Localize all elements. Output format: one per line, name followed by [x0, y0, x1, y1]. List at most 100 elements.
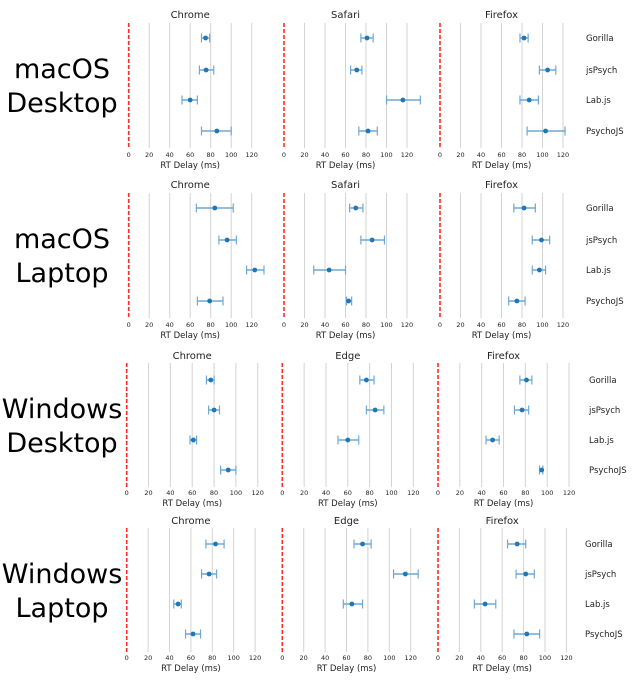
mean-point [326, 267, 332, 273]
x-tick-label: 0 [438, 151, 442, 159]
x-tick-label: 40 [166, 151, 174, 159]
x-tick-label: 60 [187, 654, 195, 662]
x-tick-label: 0 [282, 151, 286, 159]
x-tick-label: 60 [342, 654, 350, 662]
x-tick-label: 40 [477, 321, 485, 329]
x-tick-label: 120 [563, 489, 575, 497]
x-axis-label: RT Delay (ms) [160, 161, 220, 171]
x-tick-label: 100 [227, 654, 239, 662]
mean-point [524, 377, 529, 383]
framework-label: PsychoJS [586, 297, 624, 307]
mean-point [208, 377, 214, 383]
mean-point [524, 631, 530, 637]
x-tick-label: 40 [322, 489, 330, 497]
x-tick-label: 0 [436, 489, 440, 497]
mean-point [539, 237, 544, 243]
panel-title: Chrome [171, 516, 210, 527]
mean-point [539, 467, 545, 473]
x-tick-label: 60 [497, 321, 505, 329]
x-tick-label: 100 [225, 151, 237, 159]
x-tick-label: 20 [456, 151, 464, 159]
x-tick-label: 120 [245, 151, 257, 159]
mean-point [190, 437, 196, 443]
x-tick-label: 40 [166, 489, 174, 497]
x-tick-label: 40 [166, 321, 174, 329]
x-tick-label: 80 [208, 654, 216, 662]
x-tick-label: 0 [282, 321, 286, 329]
x-tick-label: 100 [539, 654, 551, 662]
framework-label: Lab.js [589, 436, 614, 446]
x-axis-label: RT Delay (ms) [161, 664, 221, 674]
framework-label: jsPsych [585, 236, 617, 246]
x-tick-label: 120 [245, 321, 257, 329]
x-tick-label: 0 [125, 489, 129, 497]
row-label: Windows [2, 559, 123, 590]
panel-title: Edge [335, 351, 360, 362]
row-label: Desktop [6, 428, 117, 459]
x-tick-label: 80 [518, 321, 526, 329]
framework-label: jsPsych [584, 570, 616, 580]
x-tick-label: 60 [341, 321, 349, 329]
x-tick-label: 80 [362, 321, 370, 329]
mean-point [514, 541, 520, 547]
panel-title: Chrome [173, 351, 212, 362]
x-tick-label: 40 [321, 151, 329, 159]
mean-point [482, 601, 488, 607]
x-tick-label: 80 [518, 151, 526, 159]
x-tick-label: 60 [186, 321, 194, 329]
x-tick-label: 80 [366, 489, 374, 497]
x-tick-label: 40 [321, 654, 329, 662]
x-tick-label: 60 [499, 489, 507, 497]
panel-title: Safari [331, 180, 360, 191]
mean-point [252, 267, 258, 273]
x-tick-label: 120 [560, 654, 572, 662]
x-tick-label: 120 [407, 489, 419, 497]
framework-label: PsychoJS [585, 630, 623, 640]
mean-point [225, 467, 231, 473]
x-axis-label: RT Delay (ms) [318, 499, 378, 509]
panel-title: Edge [334, 516, 359, 527]
panel-title: Chrome [171, 10, 210, 21]
x-tick-label: 60 [344, 489, 352, 497]
x-tick-label: 80 [362, 151, 370, 159]
mean-point [207, 298, 213, 304]
x-tick-label: 40 [477, 654, 485, 662]
x-tick-label: 80 [364, 654, 372, 662]
x-tick-label: 0 [280, 489, 284, 497]
x-axis-label: RT Delay (ms) [474, 499, 534, 509]
x-tick-label: 100 [536, 321, 548, 329]
x-tick-label: 0 [127, 321, 131, 329]
mean-point [523, 571, 529, 577]
x-tick-label: 60 [341, 151, 349, 159]
x-axis-label: RT Delay (ms) [316, 331, 376, 341]
x-tick-label: 20 [455, 654, 463, 662]
framework-label: Gorilla [586, 204, 614, 214]
x-tick-label: 100 [380, 321, 392, 329]
mean-point [365, 128, 371, 134]
x-tick-label: 100 [383, 654, 395, 662]
x-tick-label: 100 [541, 489, 553, 497]
framework-label: Lab.js [585, 600, 610, 610]
row-label: macOS [14, 54, 110, 85]
mean-point [349, 601, 355, 607]
x-tick-label: 60 [497, 151, 505, 159]
x-tick-label: 0 [127, 151, 131, 159]
mean-point [521, 205, 527, 211]
panel-title: Firefox [486, 516, 519, 527]
mean-point [187, 97, 193, 103]
mean-point [360, 541, 365, 547]
mean-point [211, 407, 217, 413]
panel-title: Firefox [485, 10, 518, 21]
x-tick-label: 20 [300, 321, 308, 329]
mean-point [514, 298, 520, 304]
x-tick-label: 100 [380, 151, 392, 159]
mean-point [490, 437, 495, 443]
x-tick-label: 60 [188, 489, 196, 497]
x-tick-label: 20 [144, 654, 152, 662]
framework-label: Gorilla [585, 540, 613, 550]
x-tick-label: 120 [557, 321, 569, 329]
x-axis-label: RT Delay (ms) [472, 161, 532, 171]
mean-point [345, 437, 351, 443]
x-tick-label: 80 [210, 489, 218, 497]
